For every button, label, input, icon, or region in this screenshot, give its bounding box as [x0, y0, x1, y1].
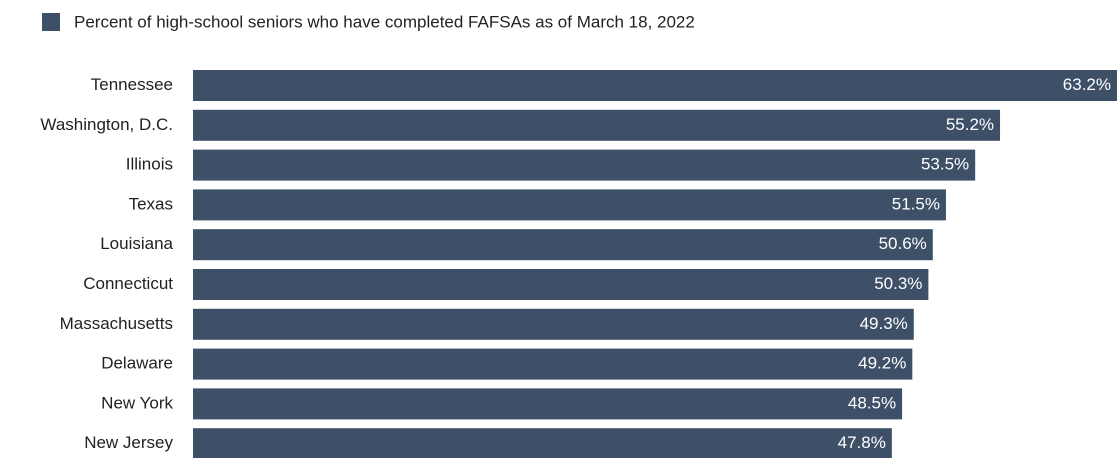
bar [193, 388, 903, 420]
category-label: Washington, D.C. [40, 115, 173, 134]
category-label: Texas [129, 194, 173, 213]
category-label: Massachusetts [60, 314, 173, 333]
value-label: 50.6% [879, 234, 927, 253]
legend-label: Percent of high-school seniors who have … [74, 12, 695, 31]
value-label: 63.2% [1063, 75, 1111, 94]
category-label: Delaware [101, 354, 173, 373]
category-label: Tennessee [91, 75, 173, 94]
value-label: 51.5% [892, 194, 940, 213]
bar [193, 229, 933, 261]
legend-swatch [42, 13, 60, 31]
value-label: 47.8% [838, 433, 886, 452]
value-label: 48.5% [848, 393, 896, 412]
bar [193, 308, 914, 340]
bar [193, 109, 1001, 141]
bar [193, 149, 976, 181]
bar [193, 428, 892, 458]
bar [193, 269, 929, 300]
category-label: Louisiana [100, 234, 173, 253]
value-label: 49.2% [858, 354, 906, 373]
bar [193, 189, 946, 221]
category-label: New York [101, 393, 173, 412]
value-label: 53.5% [921, 155, 969, 174]
value-label: 49.3% [860, 314, 908, 333]
value-label: 55.2% [946, 115, 994, 134]
bar [193, 348, 913, 380]
bar [193, 70, 1117, 101]
value-label: 50.3% [874, 274, 922, 293]
category-label: Illinois [126, 155, 173, 174]
category-label: Connecticut [83, 274, 173, 293]
category-label: New Jersey [84, 433, 173, 452]
